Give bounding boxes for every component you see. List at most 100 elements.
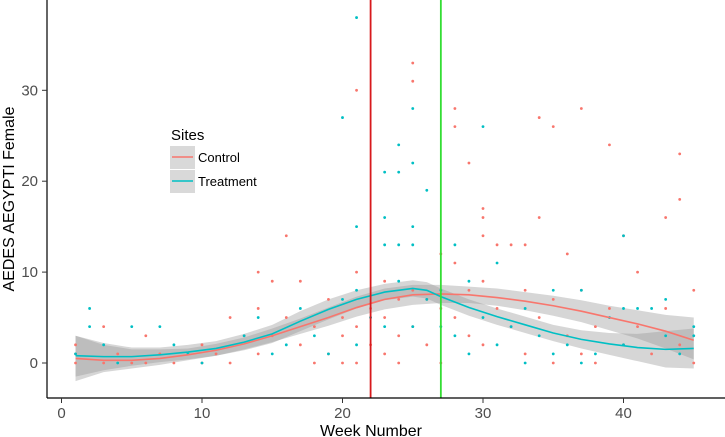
point-control-35	[355, 270, 358, 274]
point-control-31	[341, 316, 344, 319]
point-control-94	[664, 216, 668, 219]
point-control-88	[608, 307, 611, 310]
point-control-7	[144, 334, 148, 338]
point-control-42	[383, 352, 387, 356]
point-treatment-37	[425, 188, 429, 192]
point-control-0	[74, 343, 77, 347]
point-treatment-21	[355, 288, 358, 292]
point-control-85	[594, 325, 597, 329]
point-treatment-9	[200, 361, 204, 365]
point-control-62	[481, 207, 485, 210]
confidence-bands	[75, 280, 694, 382]
point-treatment-11	[256, 316, 260, 319]
point-control-65	[481, 279, 485, 283]
point-treatment-67	[678, 352, 682, 356]
point-treatment-65	[664, 297, 668, 301]
y-axis-ticks: 0 10 20 30	[21, 82, 47, 372]
point-treatment-58	[594, 352, 597, 356]
point-control-2	[74, 361, 77, 365]
point-control-28	[313, 361, 316, 365]
point-control-32	[341, 334, 344, 338]
point-treatment-28	[397, 143, 401, 147]
legend-title: Sites	[171, 127, 204, 144]
point-treatment-45	[481, 125, 485, 129]
point-control-4	[102, 361, 106, 365]
x-axis-ticks: 0 10 20 30 40	[57, 398, 632, 422]
point-control-45	[397, 361, 401, 365]
confidence-band-control	[75, 284, 694, 382]
confidence-band-treatment	[75, 280, 694, 377]
point-control-80	[565, 252, 569, 256]
legend-label-treatment: Treatment	[198, 174, 257, 189]
point-control-40	[383, 279, 387, 283]
point-treatment-63	[636, 307, 639, 310]
point-control-60	[467, 288, 471, 292]
x-axis-title: Week Number	[320, 423, 423, 437]
point-treatment-64	[650, 307, 653, 310]
point-control-51	[425, 343, 429, 347]
point-treatment-26	[383, 243, 387, 247]
point-treatment-3	[102, 343, 106, 347]
point-control-12	[200, 343, 204, 347]
point-treatment-42	[453, 334, 457, 338]
point-treatment-61	[622, 307, 625, 310]
point-control-100	[692, 361, 696, 365]
point-control-68	[495, 307, 499, 310]
point-treatment-44	[467, 352, 471, 356]
point-treatment-68	[692, 325, 696, 329]
point-control-25	[298, 279, 302, 283]
scatter-points	[74, 16, 696, 365]
point-control-59	[467, 161, 471, 165]
point-treatment-51	[523, 361, 527, 365]
point-control-71	[523, 243, 527, 247]
point-treatment-60	[622, 234, 625, 238]
point-treatment-32	[411, 107, 415, 110]
point-control-97	[678, 197, 682, 201]
point-control-33	[341, 361, 344, 365]
point-control-46	[411, 61, 415, 65]
point-control-63	[481, 216, 485, 219]
point-control-66	[481, 343, 485, 347]
point-control-24	[284, 316, 288, 319]
x-tick-label-20: 20	[334, 405, 351, 422]
x-tick-label-10: 10	[194, 405, 211, 422]
point-treatment-6	[158, 325, 162, 329]
point-control-78	[551, 297, 555, 301]
point-treatment-15	[313, 334, 316, 338]
point-treatment-33	[411, 161, 415, 165]
reference-lines	[369, 0, 442, 398]
point-control-74	[537, 116, 541, 119]
point-treatment-22	[355, 343, 358, 347]
smooth-line-control	[75, 293, 694, 362]
point-treatment-29	[397, 170, 401, 174]
point-control-61	[467, 334, 471, 338]
point-control-76	[537, 316, 541, 319]
point-control-72	[523, 288, 527, 292]
point-treatment-34	[411, 225, 415, 229]
point-control-69	[509, 243, 513, 247]
point-control-16	[228, 361, 232, 365]
point-treatment-0	[74, 352, 77, 356]
point-control-92	[636, 325, 639, 329]
point-control-10	[172, 361, 176, 365]
point-treatment-53	[551, 288, 555, 292]
legend: Sites Control Treatment	[170, 127, 257, 193]
point-control-8	[144, 361, 148, 365]
point-treatment-55	[565, 343, 569, 347]
smooth-curves	[75, 287, 694, 362]
legend-label-control: Control	[198, 150, 240, 165]
point-treatment-5	[130, 325, 134, 329]
point-control-87	[608, 143, 611, 147]
point-control-23	[284, 234, 288, 238]
point-treatment-38	[425, 297, 429, 301]
point-treatment-27	[383, 325, 387, 329]
point-control-77	[551, 125, 555, 129]
point-control-41	[383, 316, 387, 319]
point-treatment-2	[88, 325, 91, 329]
point-control-36	[355, 325, 358, 329]
point-treatment-41	[453, 243, 457, 247]
point-control-20	[256, 352, 260, 356]
point-treatment-52	[537, 334, 541, 338]
point-control-43	[397, 297, 401, 301]
